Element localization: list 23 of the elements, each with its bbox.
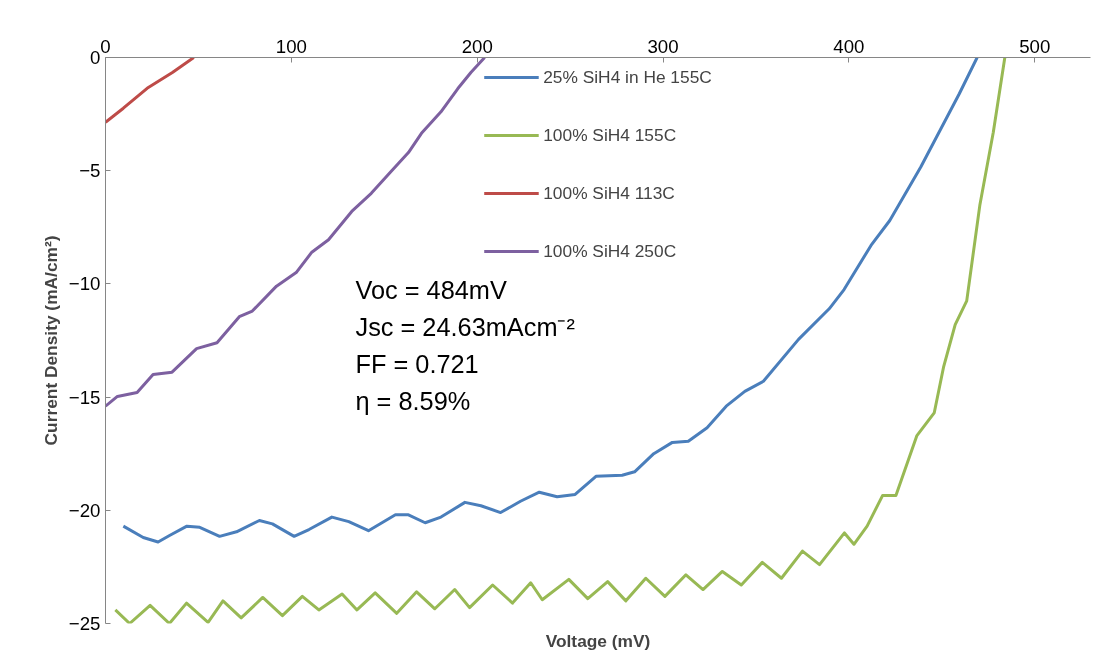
y-tick-label: −25 <box>68 613 101 634</box>
x-tick-label: 400 <box>833 35 865 57</box>
y-tick-label: −20 <box>68 499 101 521</box>
line-series <box>113 57 1007 624</box>
x-axis-title: Voltage (mV) <box>545 630 651 651</box>
line-series <box>105 57 196 124</box>
y-axis-title: Current Density (mA/cm²) <box>40 235 61 446</box>
y-tick-label: −10 <box>68 273 101 295</box>
legend-label: 25% SiH4 in He 155C <box>543 65 712 89</box>
x-tick-label: 500 <box>1019 35 1051 57</box>
annotation: Jsc = 24.63mAcm⁻² <box>355 312 575 341</box>
annotation: Voc = 484mV <box>355 275 507 304</box>
line-series <box>121 57 979 544</box>
y-tick-label: −15 <box>68 386 101 408</box>
legend-label: 100% SiH4 250C <box>543 239 677 263</box>
legend-label: 100% SiH4 155C <box>543 123 677 147</box>
annotation: FF = 0.721 <box>355 349 479 378</box>
annotation: η = 8.59% <box>355 386 471 415</box>
y-tick-label: −5 <box>79 160 101 182</box>
x-tick-label: 300 <box>647 35 679 57</box>
legend-label: 100% SiH4 113C <box>543 181 675 205</box>
x-tick-label: 100 <box>275 35 307 57</box>
x-tick-label: 200 <box>461 35 493 57</box>
